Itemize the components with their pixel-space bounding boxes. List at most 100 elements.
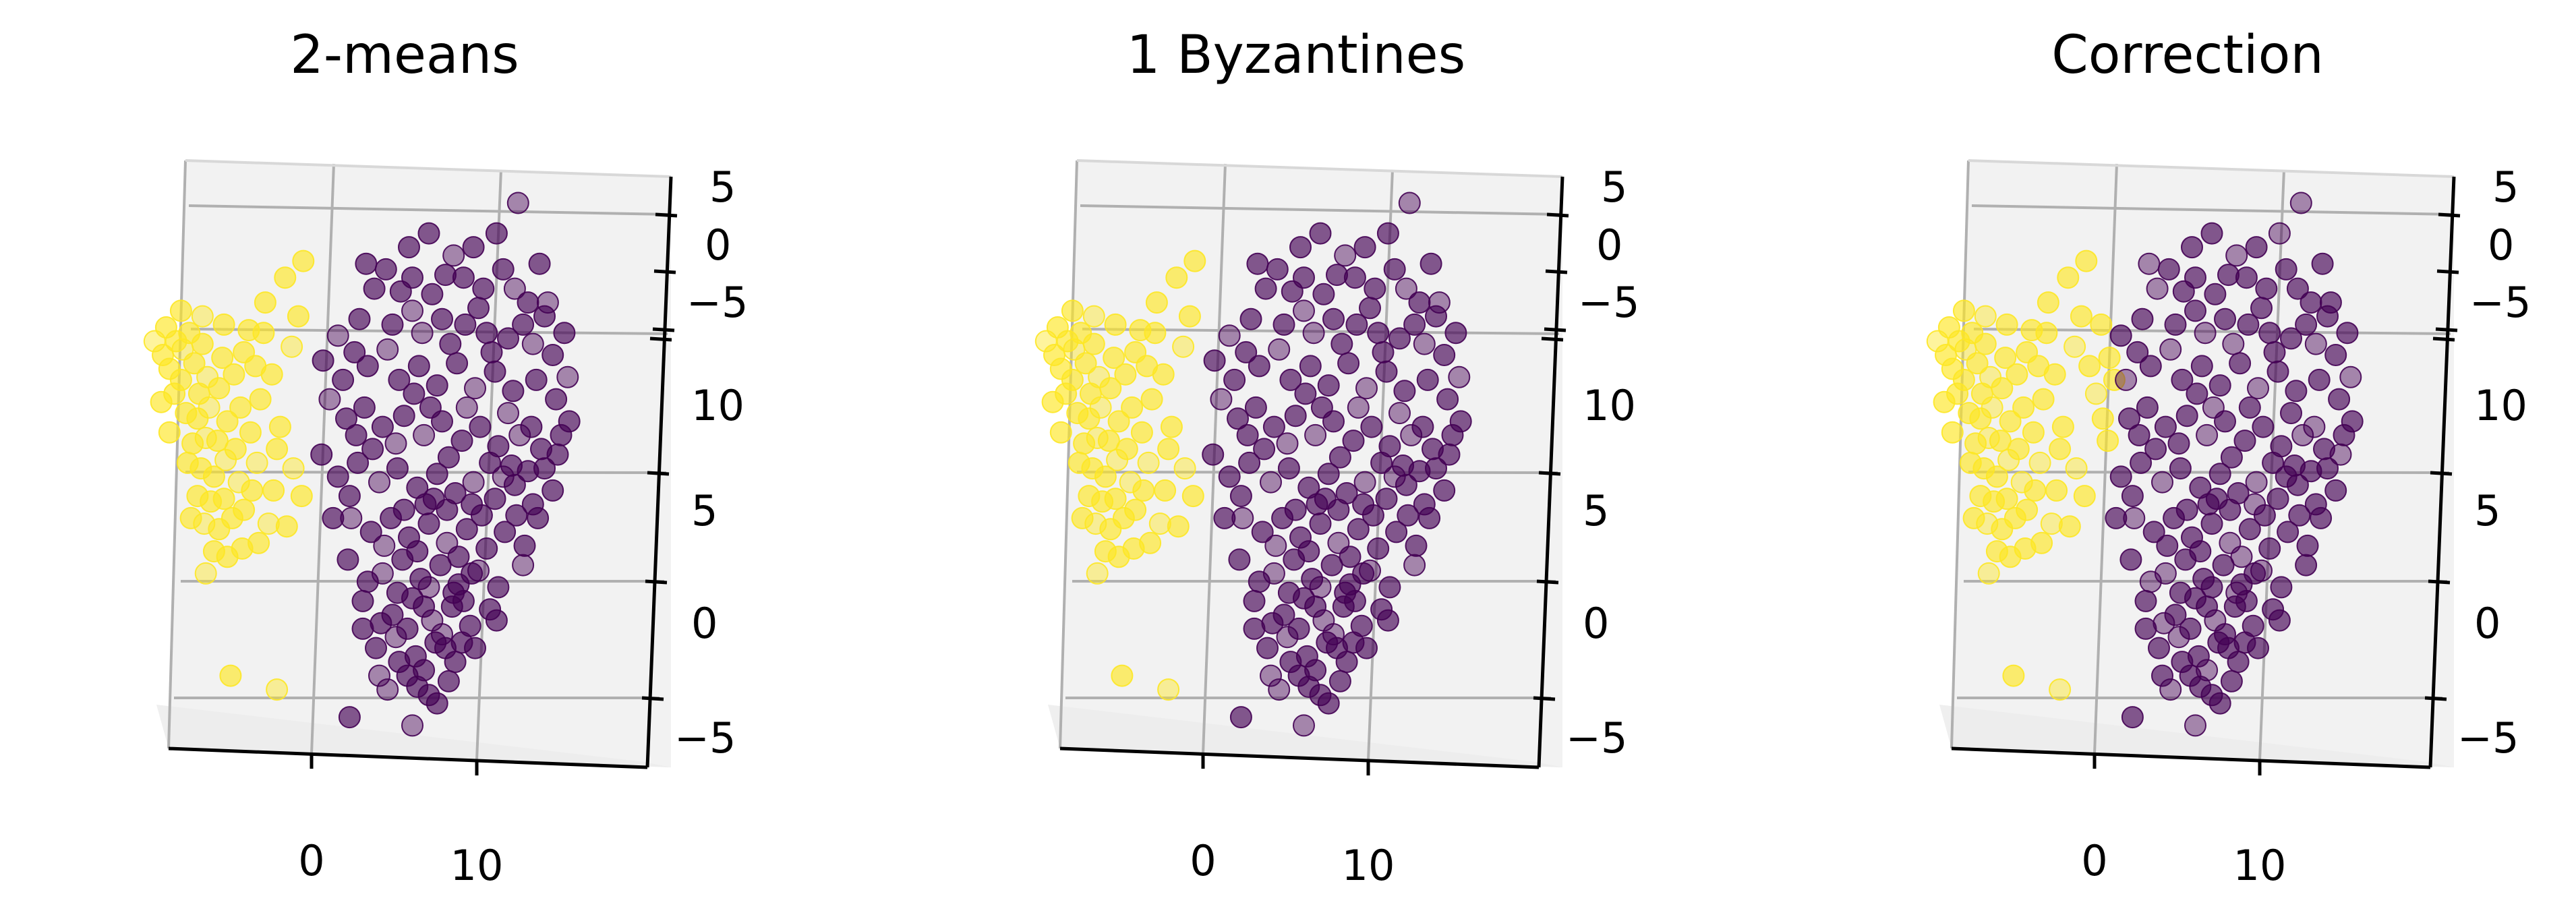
scatter-point (492, 465, 515, 488)
x-tick-label: 10 (1342, 841, 1395, 890)
scatter-point (505, 504, 528, 527)
scatter-point (517, 291, 539, 314)
scatter-point (2190, 355, 2213, 378)
scatter-point (1202, 443, 1225, 466)
scatter-point (1145, 291, 1168, 314)
scatter-point (1403, 554, 1426, 577)
scatter-point (475, 322, 498, 345)
scatter-point (1152, 363, 1175, 386)
scatter-point (2171, 651, 2194, 674)
y-tick-label: 0 (1583, 599, 1609, 648)
scatter-point (1244, 396, 1267, 419)
scatter-point (2022, 421, 2045, 444)
scatter-point (191, 332, 214, 355)
panel-title: 1 Byzantines (1127, 25, 1466, 86)
scatter-point (2175, 405, 2198, 428)
scatter-point (2200, 512, 2223, 535)
scatter-point (266, 678, 289, 701)
yz-tick (647, 471, 670, 476)
y-tick-label: 5 (1583, 486, 1609, 535)
scatter-point (1395, 277, 1417, 300)
scatter-point (2280, 327, 2302, 350)
scatter-point (527, 506, 550, 529)
scatter-point (1294, 382, 1317, 405)
x-tick-label: 0 (2081, 836, 2107, 885)
scatter-point (503, 277, 526, 300)
scatter-points (1926, 192, 2364, 737)
scatter-point (2006, 363, 2028, 386)
z-tick-label: 5 (1601, 163, 1627, 212)
scatter-point (2208, 463, 2231, 485)
scatter-point (266, 438, 289, 461)
scatter-point (2103, 368, 2126, 391)
scatter-point (470, 504, 493, 527)
scatter-point (1183, 249, 1206, 272)
scatter-point (1304, 595, 1327, 618)
scatter-point (2154, 415, 2177, 438)
scatter-point (2186, 382, 2208, 405)
scatter-point (1991, 377, 2014, 400)
scatter-point (2164, 313, 2187, 336)
pane-edge (1950, 160, 1970, 749)
yz-tick (1544, 327, 1567, 332)
scatter-point (1952, 299, 1975, 322)
scatter-point (513, 534, 536, 557)
scatter-point (1425, 305, 1447, 328)
scatter-point (2057, 266, 2080, 289)
grid-line (185, 471, 667, 474)
scatter-point (2252, 415, 2275, 438)
scatter-point (356, 570, 379, 593)
scatter-point (1223, 368, 1246, 391)
scatter-point (1284, 405, 1307, 428)
scatter-point (1251, 521, 1274, 543)
scatter-point (2040, 512, 2063, 535)
scatter-point (371, 415, 394, 438)
scatter-point (2310, 506, 2333, 529)
scatter-point (406, 540, 429, 563)
scatter-point (229, 396, 252, 419)
scatter-point (407, 355, 430, 378)
scatter-point (2016, 498, 2039, 521)
scatter-point (1114, 363, 1137, 386)
scatter-point (1962, 506, 1985, 529)
scatter-point (2181, 236, 2203, 259)
scatter-point (2212, 554, 2235, 577)
scatter-point (1293, 714, 1315, 737)
scatter-point (417, 512, 440, 535)
scatter-point (2146, 277, 2169, 300)
scatter-point (332, 368, 355, 391)
scatter-point (1167, 515, 1190, 538)
x-tick-label: 0 (298, 836, 324, 885)
scatter-point (2238, 396, 2261, 419)
scatter-point (388, 651, 411, 674)
scatter-point (1103, 347, 1125, 370)
scatter-point (249, 388, 272, 411)
scatter-point (326, 465, 349, 488)
scatter-point (1243, 589, 1266, 612)
scatter-point (1154, 479, 1177, 502)
y-tick-label: −5 (1566, 713, 1627, 763)
scatter-point (1966, 352, 1989, 375)
scatter-point (1157, 438, 1180, 461)
scatter-point (1229, 485, 1252, 508)
scatter-point (1941, 421, 1964, 444)
scatter-point (2286, 277, 2309, 300)
scatter-point (1301, 568, 1324, 591)
scatter-point (2295, 554, 2318, 577)
scatter-point (2109, 324, 2132, 347)
scatter-point (2184, 266, 2206, 289)
scatter-point (484, 360, 506, 383)
scatter-point (1413, 332, 1436, 355)
scatter-point (1375, 488, 1398, 510)
scatter-point (2136, 396, 2159, 419)
scatter-point (2131, 307, 2154, 330)
scatter-point (2032, 388, 2055, 411)
z-tick-label: −5 (2469, 278, 2531, 327)
scatter-point (2045, 479, 2068, 502)
scatter-point (2300, 460, 2322, 483)
scatter-point (2139, 570, 2162, 593)
scatter-point (1121, 396, 1144, 419)
scatter-point (2205, 488, 2228, 510)
scatter-point (2049, 438, 2072, 461)
scatter-point (2043, 363, 2066, 386)
